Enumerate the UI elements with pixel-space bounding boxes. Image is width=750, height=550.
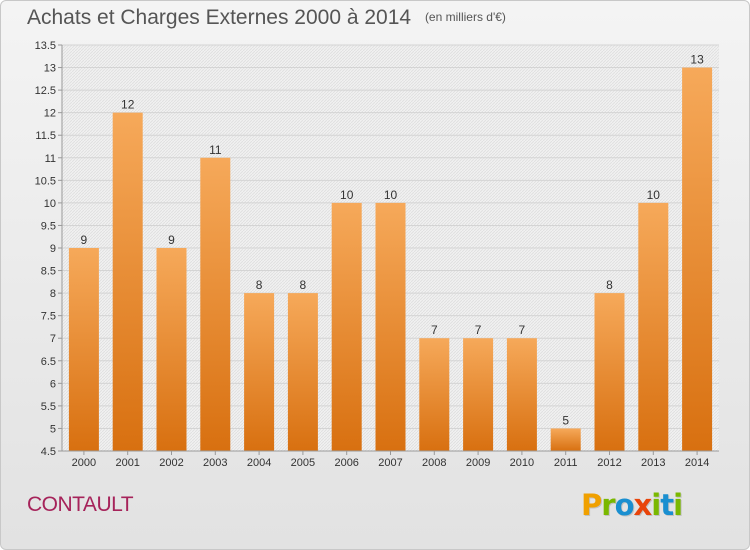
bar-2003	[200, 157, 231, 451]
logo-letter: P	[581, 488, 602, 522]
x-tick-label: 2009	[466, 457, 490, 469]
x-axis-ticks: 2000 2001 2002 2003 2004 2005 2006 2007 2008 2009…	[72, 451, 709, 469]
y-tick-label: 5.5	[41, 401, 56, 413]
value-label: 9	[168, 233, 175, 247]
bar-2011	[550, 428, 581, 451]
bar-2002	[156, 248, 187, 451]
value-label: 9	[81, 233, 88, 247]
x-tick-label: 2002	[159, 457, 183, 469]
value-label: 8	[256, 278, 263, 292]
x-tick-label: 2013	[641, 457, 665, 469]
bar-2014	[682, 67, 713, 452]
bar-2008	[419, 338, 450, 451]
proxiti-logo: Proxiti	[581, 488, 683, 522]
y-tick-label: 8.5	[41, 266, 56, 278]
bar-2007	[375, 202, 406, 451]
x-tick-label: 2011	[554, 457, 578, 469]
y-tick-label: 13	[44, 63, 56, 75]
value-labels: 9 12 9 11 8 8 10 10 7 7 7 5 8 10 13	[81, 53, 705, 428]
value-label: 7	[475, 323, 482, 337]
value-label: 12	[121, 98, 135, 112]
y-tick-label: 7	[50, 333, 56, 345]
value-label: 7	[519, 323, 526, 337]
value-label: 10	[647, 188, 661, 202]
bar-2012	[594, 293, 625, 451]
y-tick-label: 12.5	[35, 85, 56, 97]
logo-letter: r	[601, 488, 615, 522]
bar-2000	[68, 248, 99, 451]
value-label: 10	[384, 188, 398, 202]
chart-title-text: Achats et Charges Externes 2000 à 2014	[27, 6, 412, 29]
x-tick-label: 2000	[72, 457, 96, 469]
y-tick-label: 13.5	[35, 40, 56, 52]
y-tick-label: 10.5	[35, 175, 56, 187]
value-label: 10	[340, 188, 354, 202]
y-tick-label: 12	[44, 108, 56, 120]
y-tick-label: 9.5	[41, 220, 56, 232]
y-tick-label: 9	[50, 243, 56, 255]
value-label: 8	[606, 278, 613, 292]
x-tick-label: 2007	[378, 457, 402, 469]
y-tick-label: 7.5	[41, 311, 56, 323]
y-tick-label: 11	[45, 153, 56, 165]
x-tick-label: 2008	[422, 457, 446, 469]
logo-letter: i	[673, 488, 683, 522]
bar-2005	[287, 293, 318, 451]
bar-2001	[112, 112, 143, 452]
value-label: 5	[562, 413, 569, 427]
value-label: 11	[209, 143, 222, 157]
x-tick-label: 2006	[334, 457, 358, 469]
logo-letter: i	[651, 488, 661, 522]
bar-2006	[331, 202, 362, 451]
commune-name: CONTAULT	[27, 493, 134, 516]
bar-2009	[463, 338, 494, 451]
x-tick-label: 2014	[685, 457, 709, 469]
y-axis-ticks: 4.5 5 5.5 6 6.5 7 7.5 8 8.5 9 9.5 10 10.5 11 11.5 12 12.…	[35, 40, 62, 458]
x-tick-label: 2010	[510, 457, 534, 469]
x-tick-label: 2004	[247, 457, 271, 469]
y-tick-label: 5	[50, 423, 56, 435]
x-tick-label: 2012	[597, 457, 621, 469]
bars	[68, 67, 713, 452]
logo-letter: o	[614, 488, 635, 522]
x-tick-label: 2005	[291, 457, 315, 469]
x-tick-label: 2001	[115, 457, 139, 469]
bar-2010	[506, 338, 537, 451]
value-label: 13	[690, 53, 704, 67]
y-tick-label: 11.5	[35, 130, 56, 142]
chart-unit: (en milliers d'€)	[424, 10, 506, 24]
y-tick-label: 6.5	[41, 356, 56, 368]
y-tick-label: 6	[50, 378, 56, 390]
logo-letter: x	[633, 488, 653, 522]
value-label: 7	[431, 323, 438, 337]
bar-2004	[244, 293, 275, 451]
y-tick-label: 4.5	[41, 446, 56, 458]
value-label: 8	[300, 278, 307, 292]
bar-2013	[638, 202, 669, 451]
logo-letter: t	[660, 488, 674, 522]
x-tick-label: 2003	[203, 457, 227, 469]
y-tick-label: 10	[44, 198, 56, 210]
y-tick-label: 8	[50, 288, 56, 300]
chart-title: Achats et Charges Externes 2000 à 2014 (…	[27, 6, 506, 30]
